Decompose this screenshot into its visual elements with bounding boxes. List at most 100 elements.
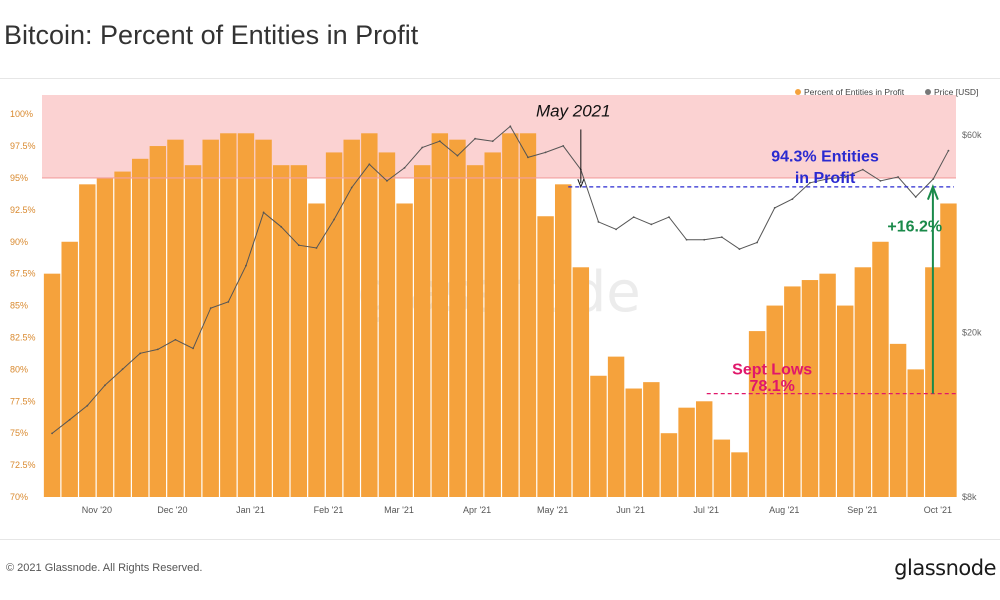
bar: [819, 273, 836, 497]
price-point: [491, 140, 494, 143]
annotations: May 2021 94.3% Entities in Profit +16.2% Sep…: [536, 102, 942, 395]
may-arrow-head: [577, 179, 585, 189]
bar: [272, 165, 290, 497]
bar: [537, 216, 554, 497]
bar: [502, 133, 519, 497]
x-tick-label: May '21: [537, 505, 568, 515]
price-line: [51, 125, 949, 434]
price-point: [51, 432, 53, 435]
bar: [308, 203, 325, 497]
bar: [889, 343, 907, 497]
sept-lows-annotation-line1: Sept Lows: [732, 361, 812, 378]
bar: [766, 305, 783, 497]
x-tick-label: Feb '21: [314, 505, 344, 515]
price-point: [245, 264, 247, 267]
price-point: [544, 151, 547, 154]
price-point: [844, 176, 847, 178]
legend-swatch-entities: [795, 89, 801, 95]
price-point: [368, 163, 371, 166]
bar: [554, 184, 572, 497]
bar: [607, 356, 625, 497]
bar: [940, 203, 957, 497]
bar: [801, 280, 819, 497]
bar: [43, 273, 61, 497]
price-point: [897, 176, 899, 178]
price-point: [914, 196, 917, 198]
left-tick-label: 92.5%: [10, 205, 36, 215]
bar: [731, 452, 748, 497]
x-tick-label: Jul '21: [693, 505, 719, 515]
bar: [237, 133, 255, 497]
bar: [131, 158, 149, 498]
x-tick-label: Apr '21: [463, 505, 491, 515]
bar: [413, 165, 431, 497]
x-tick-label: Sep '21: [847, 505, 877, 515]
price-point: [333, 218, 335, 221]
price-point: [209, 307, 212, 309]
bar: [466, 165, 484, 497]
bar: [484, 152, 501, 497]
may-2021-annotation: May 2021: [536, 102, 611, 121]
right-tick-label: $60k: [962, 130, 982, 140]
price-point: [509, 125, 512, 128]
x-tick-label: Nov '20: [82, 505, 112, 515]
price-point: [597, 221, 600, 223]
left-tick-label: 100%: [10, 109, 33, 119]
right-axis: $8k $20k $60k: [962, 130, 982, 502]
x-tick-label: Aug '21: [769, 505, 799, 515]
bar: [255, 139, 272, 497]
bar: [643, 382, 660, 497]
bar: [784, 286, 801, 497]
left-tick-label: 87.5%: [10, 269, 36, 279]
bar: [695, 401, 713, 497]
bar: [325, 152, 343, 497]
price-point: [720, 236, 723, 239]
bar: [343, 139, 360, 497]
price-point: [297, 244, 300, 247]
bar: [167, 139, 184, 497]
x-axis: Nov '20 Dec '20 Jan '21 Feb '21 Mar '21 Apr '…: [82, 505, 952, 515]
bar: [590, 375, 607, 497]
bar: [149, 146, 167, 498]
price-point: [68, 418, 71, 421]
entities-profit-annotation-line1: 94.3% Entities: [771, 148, 879, 165]
price-point: [791, 198, 794, 201]
legend: Percent of Entities in Profit Price [USD]: [795, 87, 978, 97]
entities-profit-annotation-line2: in Profit: [795, 170, 856, 187]
left-tick-label: 70%: [10, 492, 28, 502]
bar: [290, 165, 308, 497]
price-point: [86, 404, 89, 407]
right-tick-label: $8k: [962, 492, 977, 502]
price-point: [756, 241, 758, 244]
bar: [396, 203, 413, 497]
price-point: [632, 216, 635, 219]
price-point: [438, 140, 441, 143]
price-point: [350, 186, 353, 189]
bar: [625, 388, 642, 497]
price-point: [421, 146, 424, 149]
price-point: [703, 238, 706, 241]
bar-series: [43, 133, 957, 498]
bar: [836, 305, 854, 497]
x-tick-label: Jan '21: [236, 505, 265, 515]
increase-annotation: +16.2%: [887, 219, 942, 236]
price-point: [809, 181, 811, 184]
bar: [572, 267, 590, 497]
left-tick-label: 85%: [10, 301, 28, 311]
price-point: [156, 348, 159, 351]
price-point: [527, 156, 529, 159]
price-point: [456, 154, 459, 157]
price-point: [826, 178, 829, 180]
legend-label-entities: Percent of Entities in Profit: [804, 87, 905, 97]
price-point: [262, 211, 265, 214]
x-tick-label: Jun '21: [616, 505, 645, 515]
bar: [872, 241, 889, 497]
bar: [748, 331, 766, 497]
bar: [184, 165, 202, 497]
price-point: [615, 228, 617, 231]
chart-frame: glassnode70%72.5%75%77.5%80%82.5%85%87.5…: [0, 78, 1000, 540]
legend-label-price: Price [USD]: [934, 87, 978, 97]
glassnode-logo: glassnode: [894, 556, 996, 580]
x-tick-label: Oct '21: [924, 505, 952, 515]
bar: [114, 171, 131, 498]
